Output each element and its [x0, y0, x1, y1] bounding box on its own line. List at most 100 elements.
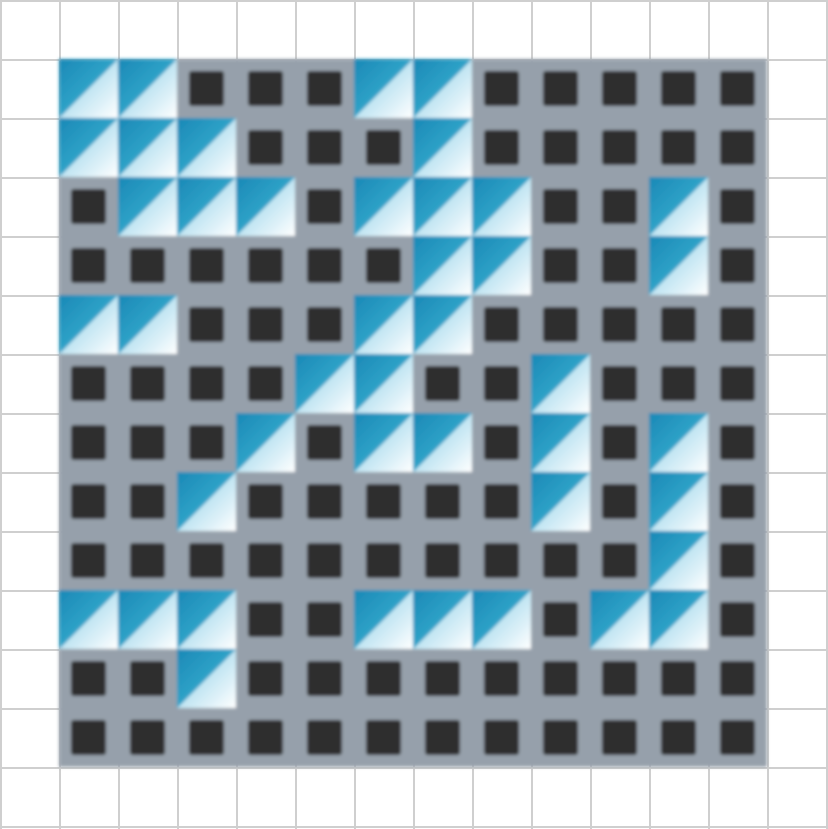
- blue-diagonal-tile-icon[interactable]: [177, 590, 236, 649]
- dark-square-tile-icon[interactable]: [236, 118, 295, 177]
- dark-square-tile-icon[interactable]: [649, 59, 708, 118]
- dark-square-tile-icon[interactable]: [118, 531, 177, 590]
- dark-square-tile-icon[interactable]: [590, 472, 649, 531]
- dark-square-tile-icon[interactable]: [177, 354, 236, 413]
- blue-diagonal-tile-icon[interactable]: [413, 413, 472, 472]
- dark-square-tile-icon[interactable]: [708, 472, 767, 531]
- dark-square-tile-icon[interactable]: [295, 59, 354, 118]
- dark-square-tile-icon[interactable]: [354, 708, 413, 767]
- dark-square-tile-icon[interactable]: [649, 295, 708, 354]
- dark-square-tile-icon[interactable]: [531, 295, 590, 354]
- dark-square-tile-icon[interactable]: [708, 354, 767, 413]
- dark-square-tile-icon[interactable]: [59, 649, 118, 708]
- dark-square-tile-icon[interactable]: [295, 295, 354, 354]
- blue-diagonal-tile-icon[interactable]: [59, 118, 118, 177]
- dark-square-tile-icon[interactable]: [531, 59, 590, 118]
- blue-diagonal-tile-icon[interactable]: [649, 472, 708, 531]
- blue-diagonal-tile-icon[interactable]: [59, 295, 118, 354]
- blue-diagonal-tile-icon[interactable]: [354, 590, 413, 649]
- dark-square-tile-icon[interactable]: [708, 649, 767, 708]
- blue-diagonal-tile-icon[interactable]: [236, 413, 295, 472]
- dark-square-tile-icon[interactable]: [295, 118, 354, 177]
- blue-diagonal-tile-icon[interactable]: [118, 295, 177, 354]
- dark-square-tile-icon[interactable]: [472, 354, 531, 413]
- dark-square-tile-icon[interactable]: [354, 472, 413, 531]
- dark-square-tile-icon[interactable]: [59, 354, 118, 413]
- dark-square-tile-icon[interactable]: [531, 708, 590, 767]
- dark-square-tile-icon[interactable]: [59, 708, 118, 767]
- blue-diagonal-tile-icon[interactable]: [177, 177, 236, 236]
- blue-diagonal-tile-icon[interactable]: [354, 295, 413, 354]
- blue-diagonal-tile-icon[interactable]: [649, 413, 708, 472]
- dark-square-tile-icon[interactable]: [708, 59, 767, 118]
- dark-square-tile-icon[interactable]: [649, 708, 708, 767]
- blue-diagonal-tile-icon[interactable]: [354, 59, 413, 118]
- dark-square-tile-icon[interactable]: [472, 59, 531, 118]
- blue-diagonal-tile-icon[interactable]: [413, 236, 472, 295]
- dark-square-tile-icon[interactable]: [118, 354, 177, 413]
- dark-square-tile-icon[interactable]: [59, 413, 118, 472]
- blue-diagonal-tile-icon[interactable]: [354, 354, 413, 413]
- dark-square-tile-icon[interactable]: [295, 708, 354, 767]
- dark-square-tile-icon[interactable]: [590, 177, 649, 236]
- dark-square-tile-icon[interactable]: [649, 649, 708, 708]
- blue-diagonal-tile-icon[interactable]: [413, 59, 472, 118]
- dark-square-tile-icon[interactable]: [177, 59, 236, 118]
- blue-diagonal-tile-icon[interactable]: [354, 413, 413, 472]
- dark-square-tile-icon[interactable]: [354, 649, 413, 708]
- blue-diagonal-tile-icon[interactable]: [59, 590, 118, 649]
- dark-square-tile-icon[interactable]: [590, 649, 649, 708]
- blue-diagonal-tile-icon[interactable]: [590, 590, 649, 649]
- blue-diagonal-tile-icon[interactable]: [177, 118, 236, 177]
- dark-square-tile-icon[interactable]: [413, 649, 472, 708]
- dark-square-tile-icon[interactable]: [590, 354, 649, 413]
- dark-square-tile-icon[interactable]: [708, 531, 767, 590]
- blue-diagonal-tile-icon[interactable]: [472, 177, 531, 236]
- dark-square-tile-icon[interactable]: [295, 649, 354, 708]
- dark-square-tile-icon[interactable]: [708, 413, 767, 472]
- dark-square-tile-icon[interactable]: [59, 472, 118, 531]
- blue-diagonal-tile-icon[interactable]: [413, 177, 472, 236]
- blue-diagonal-tile-icon[interactable]: [649, 236, 708, 295]
- blue-diagonal-tile-icon[interactable]: [118, 590, 177, 649]
- dark-square-tile-icon[interactable]: [236, 59, 295, 118]
- dark-square-tile-icon[interactable]: [118, 708, 177, 767]
- dark-square-tile-icon[interactable]: [590, 59, 649, 118]
- dark-square-tile-icon[interactable]: [354, 118, 413, 177]
- dark-square-tile-icon[interactable]: [354, 531, 413, 590]
- blue-diagonal-tile-icon[interactable]: [649, 590, 708, 649]
- dark-square-tile-icon[interactable]: [472, 531, 531, 590]
- dark-square-tile-icon[interactable]: [531, 649, 590, 708]
- dark-square-tile-icon[interactable]: [472, 649, 531, 708]
- dark-square-tile-icon[interactable]: [590, 708, 649, 767]
- dark-square-tile-icon[interactable]: [472, 413, 531, 472]
- dark-square-tile-icon[interactable]: [354, 236, 413, 295]
- blue-diagonal-tile-icon[interactable]: [531, 413, 590, 472]
- blue-diagonal-tile-icon[interactable]: [472, 236, 531, 295]
- blue-diagonal-tile-icon[interactable]: [354, 177, 413, 236]
- blue-diagonal-tile-icon[interactable]: [118, 118, 177, 177]
- dark-square-tile-icon[interactable]: [590, 236, 649, 295]
- dark-square-tile-icon[interactable]: [590, 118, 649, 177]
- dark-square-tile-icon[interactable]: [236, 236, 295, 295]
- blue-diagonal-tile-icon[interactable]: [295, 354, 354, 413]
- blue-diagonal-tile-icon[interactable]: [472, 590, 531, 649]
- dark-square-tile-icon[interactable]: [236, 354, 295, 413]
- dark-square-tile-icon[interactable]: [177, 413, 236, 472]
- blue-diagonal-tile-icon[interactable]: [413, 590, 472, 649]
- dark-square-tile-icon[interactable]: [531, 531, 590, 590]
- dark-square-tile-icon[interactable]: [295, 472, 354, 531]
- dark-square-tile-icon[interactable]: [472, 472, 531, 531]
- dark-square-tile-icon[interactable]: [59, 177, 118, 236]
- dark-square-tile-icon[interactable]: [413, 531, 472, 590]
- dark-square-tile-icon[interactable]: [708, 177, 767, 236]
- blue-diagonal-tile-icon[interactable]: [531, 354, 590, 413]
- blue-diagonal-tile-icon[interactable]: [236, 177, 295, 236]
- dark-square-tile-icon[interactable]: [177, 531, 236, 590]
- dark-square-tile-icon[interactable]: [413, 472, 472, 531]
- blue-diagonal-tile-icon[interactable]: [531, 472, 590, 531]
- dark-square-tile-icon[interactable]: [177, 236, 236, 295]
- dark-square-tile-icon[interactable]: [708, 590, 767, 649]
- dark-square-tile-icon[interactable]: [236, 531, 295, 590]
- dark-square-tile-icon[interactable]: [118, 472, 177, 531]
